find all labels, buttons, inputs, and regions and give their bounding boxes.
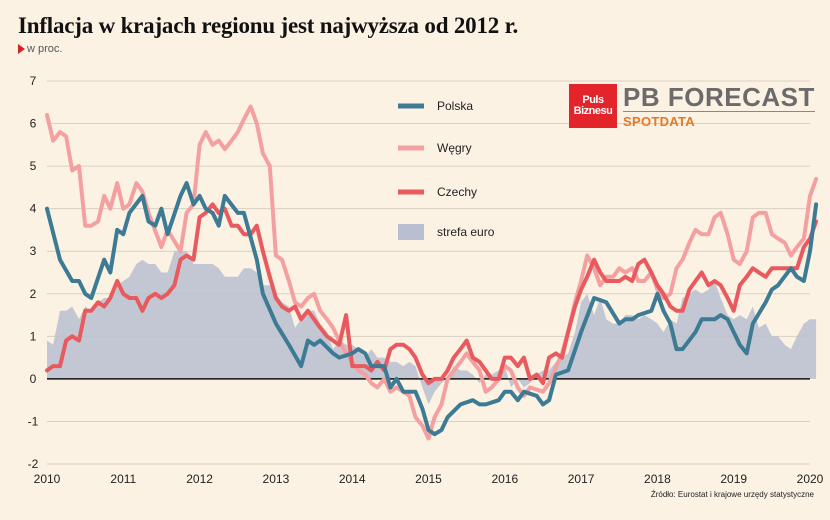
x-tick-label: 2015 bbox=[415, 472, 442, 486]
y-tick-label: 0 bbox=[30, 372, 37, 386]
y-tick-label: 6 bbox=[30, 117, 37, 131]
legend-label: Czechy bbox=[437, 185, 477, 199]
y-tick-label: 1 bbox=[30, 329, 37, 343]
x-tick-label: 2019 bbox=[720, 472, 747, 486]
x-tick-label: 2010 bbox=[34, 472, 61, 486]
unit-label: w proc. bbox=[27, 43, 63, 55]
x-tick-label: 2014 bbox=[339, 472, 366, 486]
series-line-czechy bbox=[45, 202, 819, 386]
x-tick-label: 2016 bbox=[491, 472, 518, 486]
y-tick-label: -1 bbox=[28, 414, 39, 428]
legend-swatch-area bbox=[398, 224, 424, 240]
x-tick-label: 2013 bbox=[263, 472, 290, 486]
red-arrow-icon bbox=[18, 44, 25, 54]
y-tick-label: 4 bbox=[30, 202, 37, 216]
brand-block: Puls Biznesu PB FORECAST SPOTDATA bbox=[569, 84, 815, 129]
y-tick-label: 2 bbox=[30, 287, 37, 301]
x-tick-label: 2012 bbox=[186, 472, 213, 486]
x-tick-label: 2018 bbox=[644, 472, 671, 486]
x-tick-label: 2011 bbox=[110, 472, 136, 486]
series-area-strefa-euro bbox=[47, 251, 817, 405]
x-tick-label: 2020 bbox=[797, 472, 824, 486]
legend-label: Polska bbox=[437, 99, 473, 113]
brand-sub: SPOTDATA bbox=[623, 114, 695, 129]
y-tick-label: 5 bbox=[30, 159, 37, 173]
y-tick-label: -2 bbox=[28, 457, 39, 471]
brand-text: PB FORECAST SPOTDATA bbox=[623, 84, 815, 129]
source-note: Źródło: Eurostat i krajowe urzędy statys… bbox=[650, 490, 814, 499]
chart-title: Inflacja w krajach regionu jest najwyższ… bbox=[18, 13, 519, 38]
legend-label: strefa euro bbox=[437, 225, 495, 239]
series-line-wegry bbox=[45, 104, 819, 441]
series-line-polska bbox=[45, 181, 819, 437]
y-tick-label: 3 bbox=[30, 244, 37, 258]
brand-name: PB FORECAST bbox=[623, 82, 815, 112]
chart-subtitle: w proc. bbox=[18, 43, 62, 55]
puls-biznesu-logo: Puls Biznesu bbox=[569, 84, 617, 128]
y-tick-label: 7 bbox=[30, 74, 37, 88]
x-tick-label: 2017 bbox=[568, 472, 595, 486]
legend-label: Węgry bbox=[437, 141, 472, 155]
